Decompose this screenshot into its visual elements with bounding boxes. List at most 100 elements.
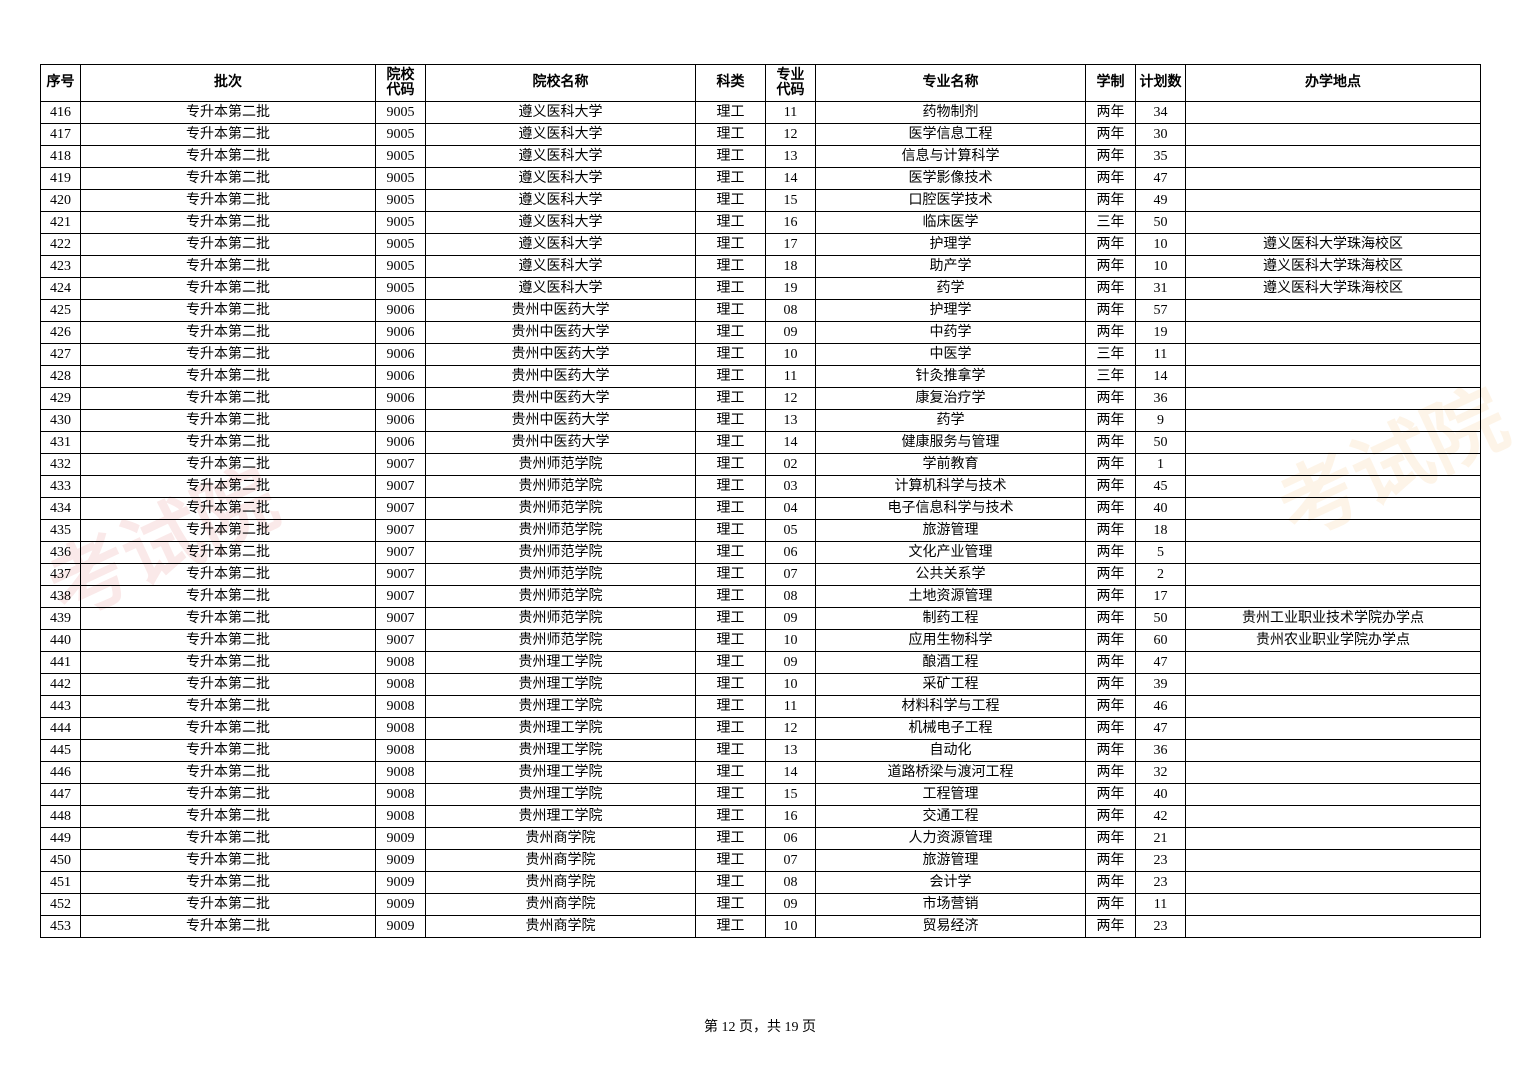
cell-plan: 35 bbox=[1136, 146, 1186, 168]
cell-dur: 两年 bbox=[1086, 828, 1136, 850]
cell-batch: 专升本第二批 bbox=[81, 762, 376, 784]
table-row: 427专升本第二批9006贵州中医药大学理工10中医学三年11 bbox=[41, 344, 1481, 366]
table-row: 438专升本第二批9007贵州师范学院理工08土地资源管理两年17 bbox=[41, 586, 1481, 608]
cell-cat: 理工 bbox=[696, 696, 766, 718]
cell-plan: 1 bbox=[1136, 454, 1186, 476]
cell-code: 9005 bbox=[376, 234, 426, 256]
cell-plan: 5 bbox=[1136, 542, 1186, 564]
cell-major: 护理学 bbox=[816, 300, 1086, 322]
cell-name: 贵州师范学院 bbox=[426, 476, 696, 498]
cell-major: 学前教育 bbox=[816, 454, 1086, 476]
cell-loc bbox=[1186, 850, 1481, 872]
cell-seq: 438 bbox=[41, 586, 81, 608]
table-row: 425专升本第二批9006贵州中医药大学理工08护理学两年57 bbox=[41, 300, 1481, 322]
table-row: 435专升本第二批9007贵州师范学院理工05旅游管理两年18 bbox=[41, 520, 1481, 542]
cell-major: 临床医学 bbox=[816, 212, 1086, 234]
cell-major: 交通工程 bbox=[816, 806, 1086, 828]
cell-code: 9009 bbox=[376, 872, 426, 894]
cell-major: 酿酒工程 bbox=[816, 652, 1086, 674]
cell-seq: 421 bbox=[41, 212, 81, 234]
cell-major: 材料科学与工程 bbox=[816, 696, 1086, 718]
cell-loc bbox=[1186, 124, 1481, 146]
cell-plan: 60 bbox=[1136, 630, 1186, 652]
cell-mcode: 04 bbox=[766, 498, 816, 520]
cell-seq: 434 bbox=[41, 498, 81, 520]
cell-code: 9007 bbox=[376, 542, 426, 564]
cell-seq: 428 bbox=[41, 366, 81, 388]
cell-code: 9007 bbox=[376, 498, 426, 520]
cell-loc bbox=[1186, 300, 1481, 322]
cell-batch: 专升本第二批 bbox=[81, 278, 376, 300]
cell-cat: 理工 bbox=[696, 212, 766, 234]
cell-mcode: 10 bbox=[766, 344, 816, 366]
cell-loc: 遵义医科大学珠海校区 bbox=[1186, 234, 1481, 256]
cell-mcode: 05 bbox=[766, 520, 816, 542]
cell-seq: 443 bbox=[41, 696, 81, 718]
cell-mcode: 13 bbox=[766, 740, 816, 762]
cell-name: 遵义医科大学 bbox=[426, 190, 696, 212]
cell-dur: 两年 bbox=[1086, 102, 1136, 124]
table-row: 416专升本第二批9005遵义医科大学理工11药物制剂两年34 bbox=[41, 102, 1481, 124]
cell-dur: 两年 bbox=[1086, 388, 1136, 410]
cell-code: 9006 bbox=[376, 388, 426, 410]
cell-plan: 47 bbox=[1136, 718, 1186, 740]
cell-loc bbox=[1186, 828, 1481, 850]
cell-batch: 专升本第二批 bbox=[81, 608, 376, 630]
cell-name: 遵义医科大学 bbox=[426, 212, 696, 234]
cell-major: 机械电子工程 bbox=[816, 718, 1086, 740]
cell-dur: 两年 bbox=[1086, 278, 1136, 300]
cell-seq: 430 bbox=[41, 410, 81, 432]
cell-major: 人力资源管理 bbox=[816, 828, 1086, 850]
cell-plan: 10 bbox=[1136, 256, 1186, 278]
table-row: 426专升本第二批9006贵州中医药大学理工09中药学两年19 bbox=[41, 322, 1481, 344]
cell-seq: 426 bbox=[41, 322, 81, 344]
cell-code: 9008 bbox=[376, 806, 426, 828]
cell-dur: 两年 bbox=[1086, 740, 1136, 762]
cell-name: 贵州师范学院 bbox=[426, 454, 696, 476]
cell-name: 贵州师范学院 bbox=[426, 586, 696, 608]
cell-major: 制药工程 bbox=[816, 608, 1086, 630]
cell-batch: 专升本第二批 bbox=[81, 410, 376, 432]
cell-major: 信息与计算科学 bbox=[816, 146, 1086, 168]
cell-code: 9008 bbox=[376, 784, 426, 806]
cell-seq: 453 bbox=[41, 916, 81, 938]
cell-seq: 440 bbox=[41, 630, 81, 652]
cell-plan: 30 bbox=[1136, 124, 1186, 146]
cell-loc bbox=[1186, 146, 1481, 168]
cell-loc: 遵义医科大学珠海校区 bbox=[1186, 256, 1481, 278]
cell-dur: 两年 bbox=[1086, 256, 1136, 278]
cell-loc bbox=[1186, 366, 1481, 388]
cell-code: 9006 bbox=[376, 432, 426, 454]
cell-seq: 441 bbox=[41, 652, 81, 674]
cell-cat: 理工 bbox=[696, 102, 766, 124]
cell-seq: 439 bbox=[41, 608, 81, 630]
cell-plan: 11 bbox=[1136, 894, 1186, 916]
cell-major: 旅游管理 bbox=[816, 520, 1086, 542]
cell-major: 药学 bbox=[816, 278, 1086, 300]
cell-cat: 理工 bbox=[696, 322, 766, 344]
cell-code: 9009 bbox=[376, 894, 426, 916]
table-row: 417专升本第二批9005遵义医科大学理工12医学信息工程两年30 bbox=[41, 124, 1481, 146]
cell-cat: 理工 bbox=[696, 454, 766, 476]
cell-cat: 理工 bbox=[696, 674, 766, 696]
cell-plan: 14 bbox=[1136, 366, 1186, 388]
cell-plan: 40 bbox=[1136, 784, 1186, 806]
cell-major: 道路桥梁与渡河工程 bbox=[816, 762, 1086, 784]
cell-code: 9007 bbox=[376, 608, 426, 630]
cell-mcode: 13 bbox=[766, 410, 816, 432]
cell-cat: 理工 bbox=[696, 630, 766, 652]
cell-name: 遵义医科大学 bbox=[426, 278, 696, 300]
cell-dur: 两年 bbox=[1086, 564, 1136, 586]
cell-dur: 两年 bbox=[1086, 806, 1136, 828]
cell-batch: 专升本第二批 bbox=[81, 784, 376, 806]
cell-name: 贵州商学院 bbox=[426, 828, 696, 850]
cell-dur: 两年 bbox=[1086, 476, 1136, 498]
cell-loc: 贵州工业职业技术学院办学点 bbox=[1186, 608, 1481, 630]
cell-loc bbox=[1186, 674, 1481, 696]
cell-mcode: 11 bbox=[766, 366, 816, 388]
cell-loc bbox=[1186, 718, 1481, 740]
cell-code: 9006 bbox=[376, 410, 426, 432]
cell-code: 9005 bbox=[376, 146, 426, 168]
cell-name: 贵州中医药大学 bbox=[426, 322, 696, 344]
table-row: 446专升本第二批9008贵州理工学院理工14道路桥梁与渡河工程两年32 bbox=[41, 762, 1481, 784]
